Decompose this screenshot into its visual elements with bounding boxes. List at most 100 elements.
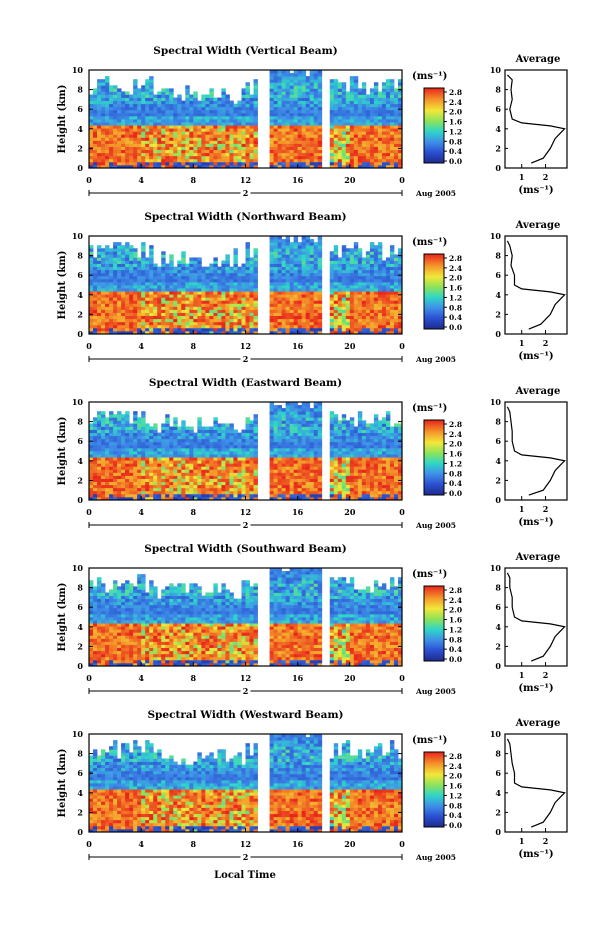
heatmap-cell [129,478,134,483]
heatmap-cell [109,457,114,461]
heatmap-cell [269,242,274,246]
heatmap-cell [201,441,206,446]
heatmap-cell [277,152,283,157]
heatmap-cell [133,426,138,430]
heatmap-cell [237,103,242,108]
heatmap-cell [205,451,210,455]
heatmap-cell [213,119,218,123]
heatmap-cell [113,161,118,166]
heatmap-cell [173,272,178,277]
heatmap-cell [121,115,126,120]
avg-x-tick-label: 2 [543,338,549,348]
heatmap-cell [301,309,307,313]
heatmap-cell [141,414,146,418]
heatmap-cell [129,260,134,264]
heatmap-cell [189,131,194,135]
heatmap-cell [197,487,202,492]
heatmap-cell [137,281,142,286]
heatmap-cell [237,161,242,166]
heatmap-cell [137,315,142,320]
heatmap-cell [113,318,118,323]
heatmap-cell [221,278,226,283]
heatmap-cell [165,417,170,421]
heatmap-cell [341,300,347,304]
heatmap-cell [221,312,226,317]
heatmap-cell [297,291,303,295]
heatmap-cell [289,327,295,332]
heatmap-cell [181,285,186,289]
heatmap-cell [109,164,114,169]
heatmap-cell [109,414,114,418]
heatmap-cell [301,91,307,95]
heatmap-cell [225,272,230,277]
heatmap-cell [309,251,315,255]
heatmap-cell [137,447,142,452]
heatmap-cell [349,312,355,317]
heatmap-cell [157,451,162,455]
heatmap-cell [369,318,375,323]
heatmap-cell [97,143,102,147]
heatmap-cell [125,97,130,102]
heatmap-cell [317,300,323,304]
heatmap-cell [213,469,218,473]
heatmap-cell [217,493,222,498]
heatmap-cell [93,303,98,307]
heatmap-cell [277,321,283,326]
heatmap-cell [233,112,238,117]
heatmap-cell [113,149,118,154]
heatmap-cell [273,100,278,105]
heatmap-cell [193,432,198,437]
heatmap-cell [309,291,315,295]
heatmap-cell [129,457,134,461]
heatmap-cell [297,94,303,98]
heatmap-cell [113,131,118,135]
heatmap-cell [121,112,126,117]
heatmap-cell [201,131,206,135]
heatmap-cell [241,91,246,95]
heatmap-cell [297,269,303,274]
heatmap-cell [329,281,335,286]
heatmap-cell [377,103,383,108]
heatmap-cell [165,330,170,335]
heatmap-cell [149,312,154,317]
heatmap-cell [357,266,363,271]
heatmap-cell [129,272,134,277]
heatmap-cell [373,288,379,292]
heatmap-cell [169,291,174,295]
heatmap-cell [137,463,142,467]
heatmap-cell [377,161,383,166]
heatmap-cell [97,115,102,120]
heatmap-cell [209,454,214,458]
heatmap-cell [185,306,190,310]
heatmap-cell [133,122,138,126]
heatmap-cell [109,149,114,154]
heatmap-cell [97,472,102,476]
heatmap-cell [117,438,122,443]
heatmap-cell [181,291,186,295]
heatmap-cell [89,275,94,280]
heatmap-cell [105,161,110,166]
heatmap-cell [89,484,94,489]
heatmap-cell [269,152,274,157]
heatmap-cell [301,112,307,117]
heatmap-cell [149,281,154,286]
heatmap-cell [365,115,371,120]
heatmap-cell [341,251,347,255]
heatmap-cell [89,97,94,102]
heatmap-cell [133,109,138,114]
heatmap-cell [209,137,214,141]
heatmap-cell [165,429,170,434]
heatmap-cell [273,294,278,298]
heatmap-cell [253,103,258,108]
average-profile-line [506,240,566,330]
heatmap-cell [269,158,274,163]
heatmap-cell [105,281,110,286]
heatmap-cell [133,444,138,449]
heatmap-cell [117,441,122,446]
heatmap-cell [149,245,154,249]
heatmap-cell [197,324,202,329]
heatmap-cell [317,106,323,111]
heatmap-cell [389,251,395,255]
heatmap-cell [137,417,142,421]
heatmap-cell [329,158,335,163]
